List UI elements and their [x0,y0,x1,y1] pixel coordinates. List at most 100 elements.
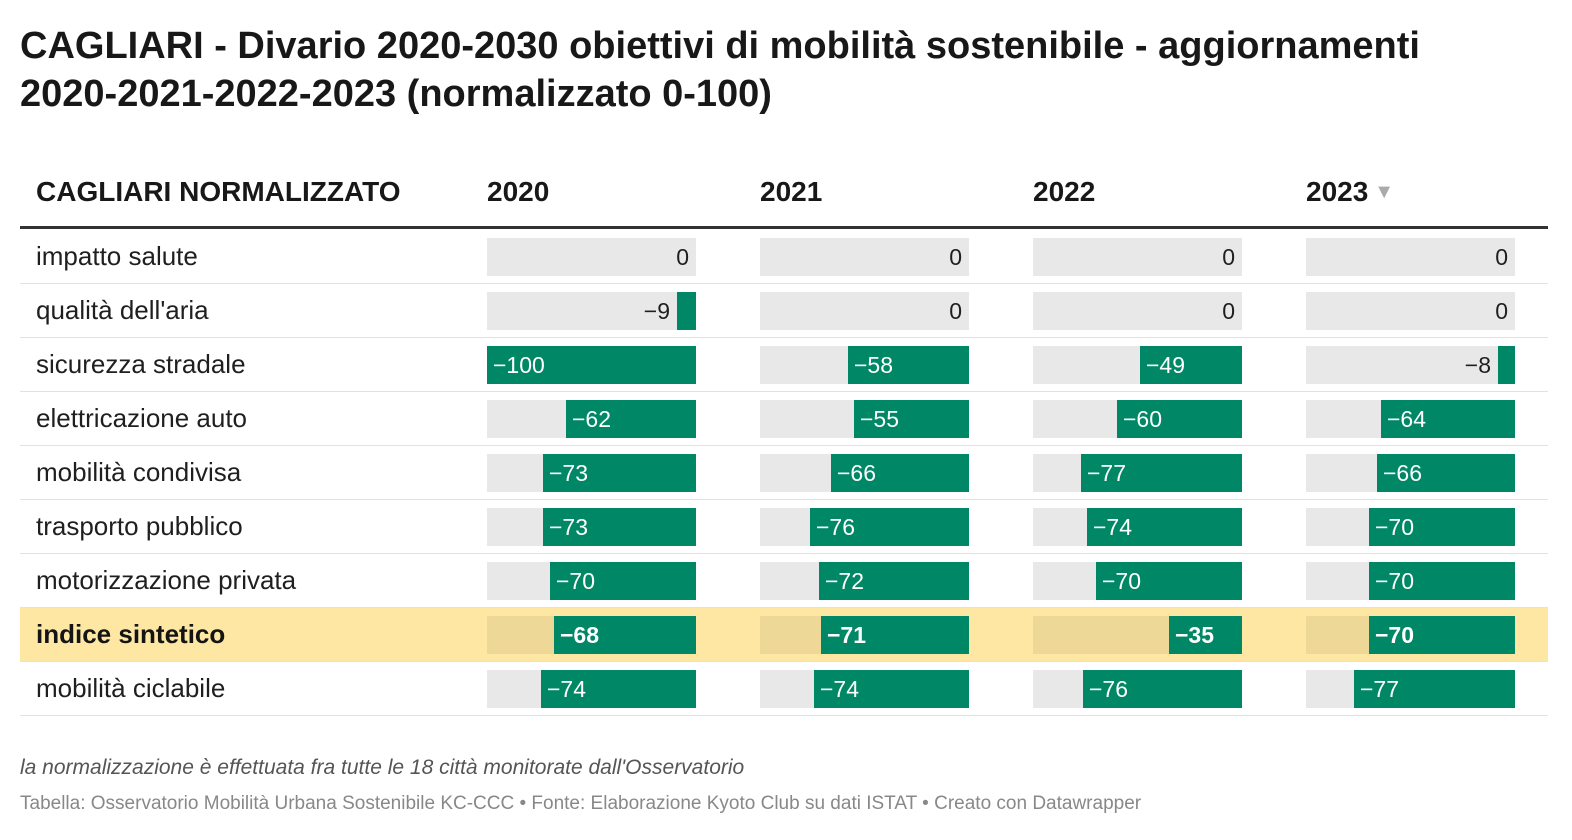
data-label: −8 [1464,352,1491,378]
bar [1083,670,1242,708]
data-label: −77 [1360,676,1400,702]
bar-track: −72 [760,562,969,600]
bar-track: −70 [1306,562,1515,600]
row-label: motorizzazione privata [36,565,297,595]
data-label: 0 [1495,244,1508,270]
table-row: impatto salute 0 0 0 0 [20,230,1548,284]
bar [814,670,969,708]
data-label: −76 [1089,676,1129,702]
bar-track: −66 [760,454,969,492]
bar-track: −73 [487,508,696,546]
data-label: −71 [827,622,867,648]
data-label: −70 [1102,568,1142,594]
bar [677,292,696,330]
column-header-label: 2021 [760,176,823,207]
data-label: −58 [854,352,894,378]
data-label: 0 [1222,244,1235,270]
data-label: −66 [1383,460,1423,486]
data-label: 0 [1495,298,1508,324]
column-header-2021[interactable]: 2021 [760,176,822,208]
label-column-header[interactable]: CAGLIARI NORMALIZZATO [36,176,401,207]
bar [541,670,696,708]
table-row: motorizzazione privata −70 −72 −70 −70 [20,554,1548,608]
data-label: 0 [949,244,962,270]
table-row: elettricazione auto −62 −55 −60 −64 [20,392,1548,446]
row-label: mobilità condivisa [36,457,242,487]
row-label: sicurezza stradale [36,349,246,379]
bar-track: −70 [1033,562,1242,600]
sort-descending-icon: ▼ [1374,181,1395,203]
bar-track: −9 [487,292,696,330]
data-label: −74 [547,676,587,702]
data-label: −9 [643,298,670,324]
data-label: 0 [1222,298,1235,324]
data-label: −73 [549,460,589,486]
data-label: 0 [676,244,689,270]
row-label: elettricazione auto [36,403,248,433]
data-label: −60 [1123,406,1163,432]
column-header-2023[interactable]: 2023 ▼ [1306,176,1394,208]
bar-track: −68 [487,616,696,654]
bar [1498,346,1515,384]
chart-title: CAGLIARI - Divario 2020-2030 obiettivi d… [20,25,1420,115]
bar-track: 0 [1306,292,1515,330]
bar-track: −8 [1306,346,1515,384]
data-label: −68 [560,622,600,648]
row-label: mobilità ciclabile [36,673,226,703]
data-label: −35 [1175,622,1215,648]
data-label: −70 [556,568,596,594]
row-label: indice sintetico [36,619,226,649]
bar-track: 0 [760,292,969,330]
data-label: −49 [1146,352,1186,378]
bar [550,562,696,600]
bar-track: −66 [1306,454,1515,492]
bar [1354,670,1515,708]
table-header: CAGLIARI NORMALIZZATO 2020 2021 2022 202… [20,168,1548,229]
bar-track: −73 [487,454,696,492]
source-line: Tabella: Osservatorio Mobilità Urbana So… [20,793,1142,814]
bar-track: −76 [1033,670,1242,708]
bar-track: −76 [760,508,969,546]
bar [1081,454,1242,492]
bar-track: −70 [1306,616,1515,654]
data-label: −66 [837,460,877,486]
column-header-2022[interactable]: 2022 [1033,176,1095,208]
row-label: trasporto pubblico [36,511,243,541]
bar-track: −71 [760,616,969,654]
bar [831,454,969,492]
data-label: 0 [949,298,962,324]
bar [543,454,696,492]
bar [854,400,969,438]
bar [487,346,696,384]
bar [1140,346,1242,384]
row-label: impatto salute [36,241,198,271]
bar-track: −64 [1306,400,1515,438]
bar-track: −100 [487,346,696,384]
bar-track: −49 [1033,346,1242,384]
bar-track: −70 [1306,508,1515,546]
bar-track: −35 [1033,616,1242,654]
bar-track: −74 [487,670,696,708]
bar [848,346,969,384]
data-label: −55 [860,406,900,432]
data-label: −72 [825,568,865,594]
data-label: −77 [1087,460,1127,486]
data-label: −100 [493,352,545,378]
bar [1369,562,1515,600]
bar [821,616,969,654]
bar-track: 0 [1033,292,1242,330]
bar-track: −74 [1033,508,1242,546]
data-label: −76 [816,514,856,540]
bar [810,508,969,546]
bar [1087,508,1242,546]
bar [1096,562,1242,600]
bar [543,508,696,546]
column-header-label: 2022 [1033,176,1096,207]
bar-track: 0 [487,238,696,276]
bar [566,400,696,438]
bar-track: −55 [760,400,969,438]
bar [1169,616,1242,654]
data-label: −73 [549,514,589,540]
column-header-2020[interactable]: 2020 [487,176,549,208]
data-label: −70 [1375,514,1415,540]
